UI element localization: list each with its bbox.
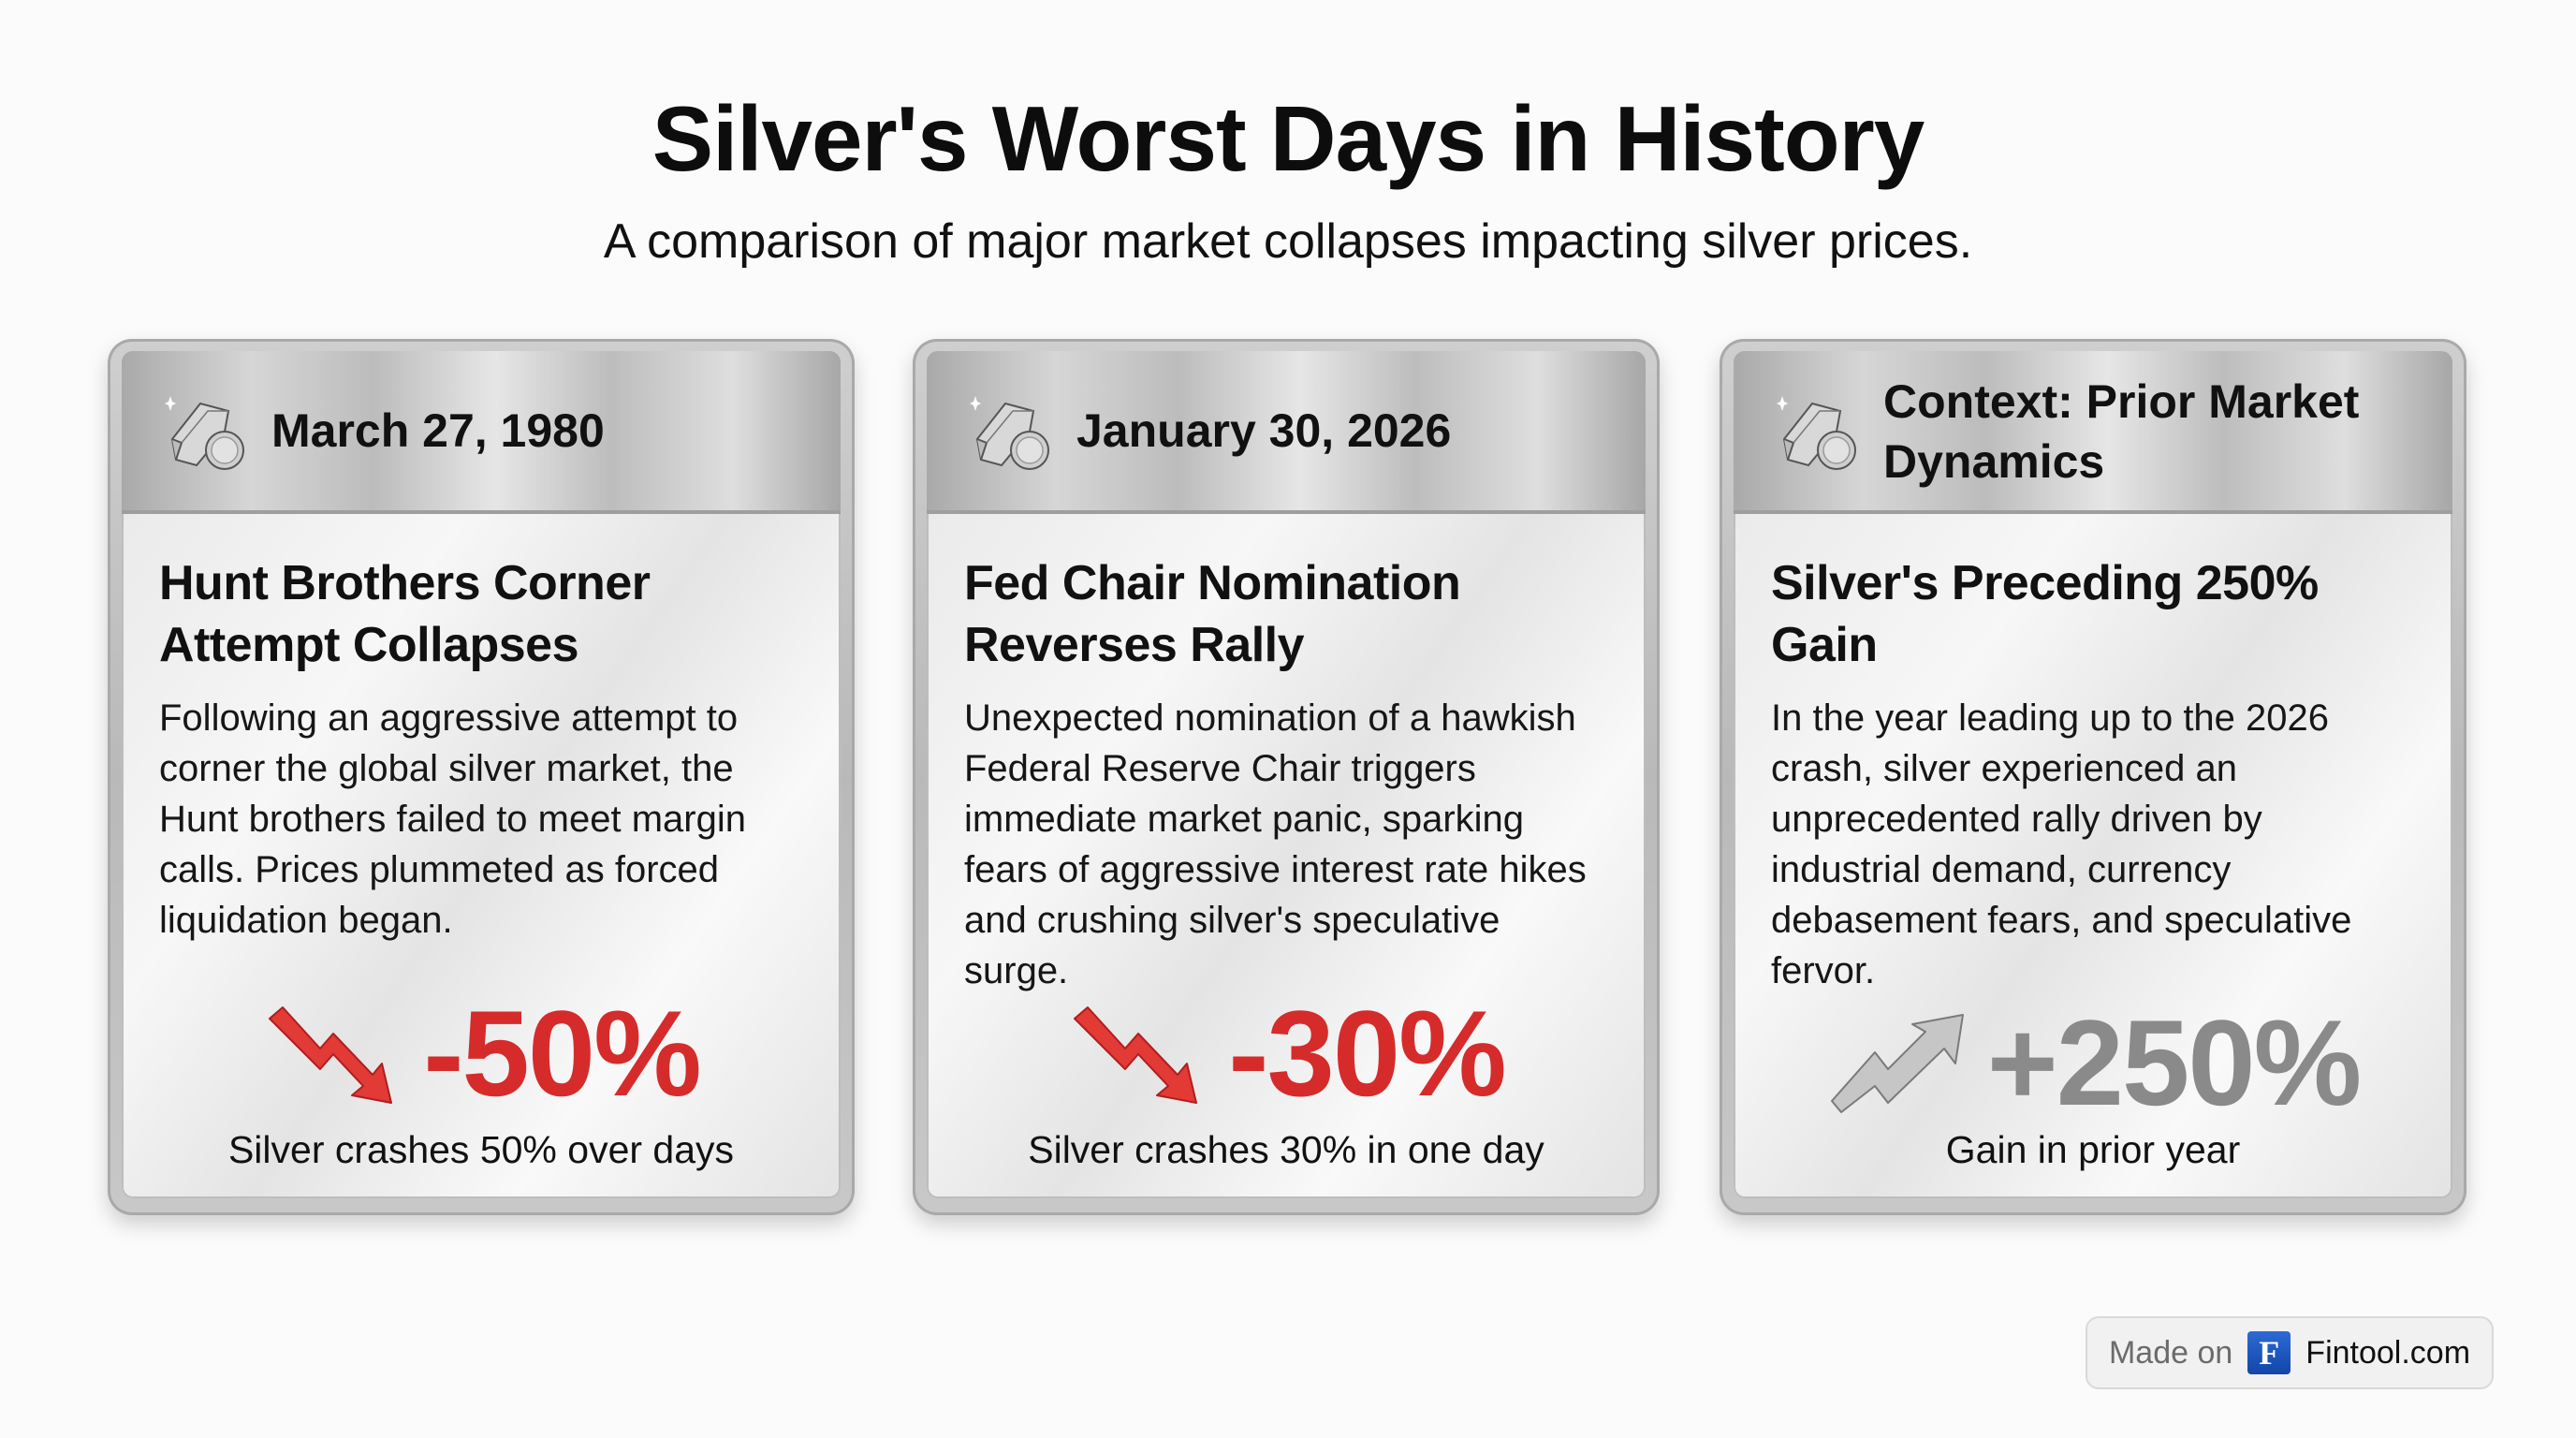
page-subtitle: A comparison of major market collapses i… <box>603 214 1973 269</box>
card-header: January 30, 2026 <box>927 351 1646 514</box>
stat-caption: Silver crashes 30% in one day <box>1028 1128 1544 1171</box>
stat-caption: Gain in prior year <box>1945 1128 2241 1171</box>
stat-row: +250% <box>1734 997 2452 1128</box>
fintool-logo-icon: F <box>2247 1331 2291 1374</box>
card-description: In the year leading up to the 2026 crash… <box>1771 697 2352 991</box>
stat-value: +250% <box>1986 994 2362 1131</box>
trend-up-arrow-icon <box>1830 1014 1964 1113</box>
stat-caption: Silver crashes 50% over days <box>227 1128 735 1171</box>
card-date: March 27, 1980 <box>271 404 605 457</box>
trend-down-arrow-icon <box>1074 1006 1198 1104</box>
card-heading: Hunt Brothers Corner Attempt Collapses <box>159 556 651 672</box>
event-card-2026: January 30, 2026 Fed Chair Nomination Re… <box>913 339 1660 1215</box>
card-heading: Fed Chair Nomination Reverses Rally <box>964 556 1461 672</box>
trend-down-arrow-icon <box>269 1006 393 1104</box>
page-title: Silver's Worst Days in History <box>651 87 1925 190</box>
silver-bar-coin-icon <box>970 396 1049 470</box>
card-header: March 27, 1980 <box>122 351 841 514</box>
silver-bar-coin-icon <box>165 396 244 470</box>
stat-value: -30% <box>1228 985 1506 1122</box>
stat-row: -50% <box>122 988 841 1119</box>
card-description: Following an aggressive attempt to corne… <box>159 697 746 941</box>
made-on-fintool-badge[interactable]: Made on F Fintool.com <box>2086 1316 2494 1389</box>
card-heading: Silver's Preceding 250% Gain <box>1771 556 2319 672</box>
card-date: Context: Prior Market Dynamics <box>1883 375 2360 488</box>
badge-prefix: Made on <box>2108 1334 2233 1371</box>
card-date: January 30, 2026 <box>1076 404 1452 457</box>
card-header: Context: Prior Market Dynamics <box>1734 351 2452 514</box>
card-description: Unexpected nomination of a hawkish Feder… <box>964 697 1587 991</box>
event-card-1980: March 27, 1980 Hunt Brothers Corner Atte… <box>108 339 855 1215</box>
stat-value: -50% <box>423 985 701 1122</box>
badge-brand: Fintool.com <box>2305 1334 2471 1371</box>
context-card: Context: Prior Market Dynamics Silver's … <box>1720 339 2466 1215</box>
silver-bar-coin-icon <box>1777 396 1856 470</box>
stat-row: -30% <box>927 988 1646 1119</box>
